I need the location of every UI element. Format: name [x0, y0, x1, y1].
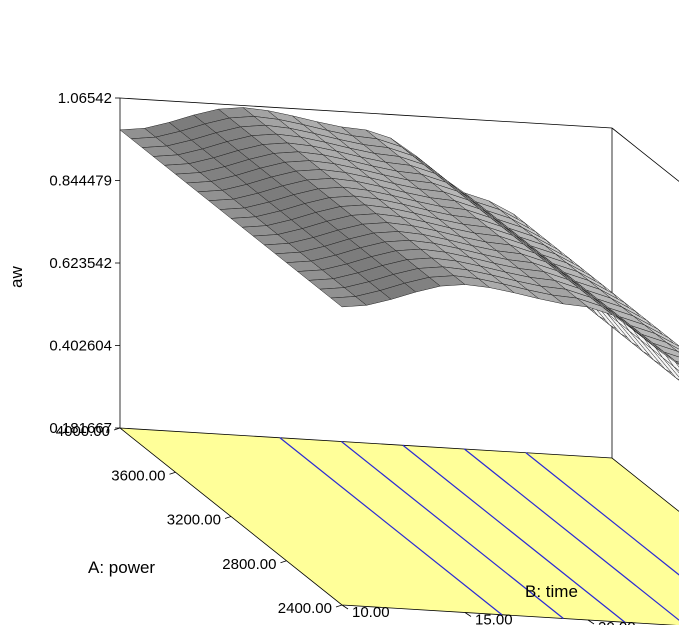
surface-cell — [655, 333, 679, 350]
surface-cell — [668, 337, 679, 351]
z-tick-label: 1.06542 — [58, 90, 112, 107]
contour-line — [464, 448, 679, 621]
x-axis-title: A: power — [88, 558, 155, 577]
surface-cell — [676, 377, 679, 381]
floor-plane — [118, 427, 679, 625]
y-tick — [587, 619, 595, 625]
x-tick-label: 2400.00 — [278, 600, 332, 617]
y-tick-label: 10.00 — [352, 604, 390, 621]
response-surface — [119, 107, 679, 381]
contour-line — [341, 441, 564, 619]
y-axis-title: B: time — [525, 582, 578, 601]
frame-line — [119, 97, 613, 129]
surface-cell — [651, 348, 679, 381]
x-tick — [169, 471, 176, 475]
x-tick — [113, 427, 121, 431]
z-axis-title: aw — [7, 266, 26, 288]
contour-lines — [279, 437, 679, 623]
y-tick-label: 20.00 — [598, 619, 636, 625]
x-tick-label: 4000.00 — [56, 423, 110, 440]
surface-cell — [666, 342, 679, 353]
contour-line — [525, 452, 679, 576]
z-tick-label: 0.844479 — [49, 173, 112, 190]
surface-cell — [664, 351, 679, 363]
x-axis-power: 4000.00 3600.00 3200.00 2800.00 2400.00 — [56, 423, 343, 617]
contour-line — [402, 444, 626, 623]
x-tick-label: 2800.00 — [222, 556, 276, 573]
y-tick — [464, 612, 472, 617]
x-tick-label: 3200.00 — [167, 512, 221, 529]
surface-cell — [675, 360, 679, 365]
contour-floor — [118, 427, 679, 625]
x-tick — [224, 516, 232, 519]
x-tick — [335, 604, 343, 608]
surface-cell — [650, 343, 679, 365]
surface-cell — [677, 351, 679, 353]
x-tick — [280, 560, 287, 564]
z-tick-label: 0.402604 — [49, 338, 112, 355]
contour-line — [279, 437, 503, 616]
frame-line — [611, 127, 679, 182]
surface-cell — [644, 324, 679, 347]
surface-cell — [662, 357, 679, 378]
surface-cell — [673, 366, 679, 374]
z-axis: 1.06542 0.844479 0.623542 0.402604 0.181667 — [49, 90, 120, 437]
x-tick-label: 3600.00 — [111, 467, 165, 484]
surface-cell — [652, 343, 679, 358]
y-tick — [341, 604, 349, 610]
z-tick-label: 0.623542 — [49, 255, 112, 272]
z-tick-label: 0.181667 — [49, 420, 112, 437]
y-tick-label: 15.00 — [475, 612, 513, 625]
